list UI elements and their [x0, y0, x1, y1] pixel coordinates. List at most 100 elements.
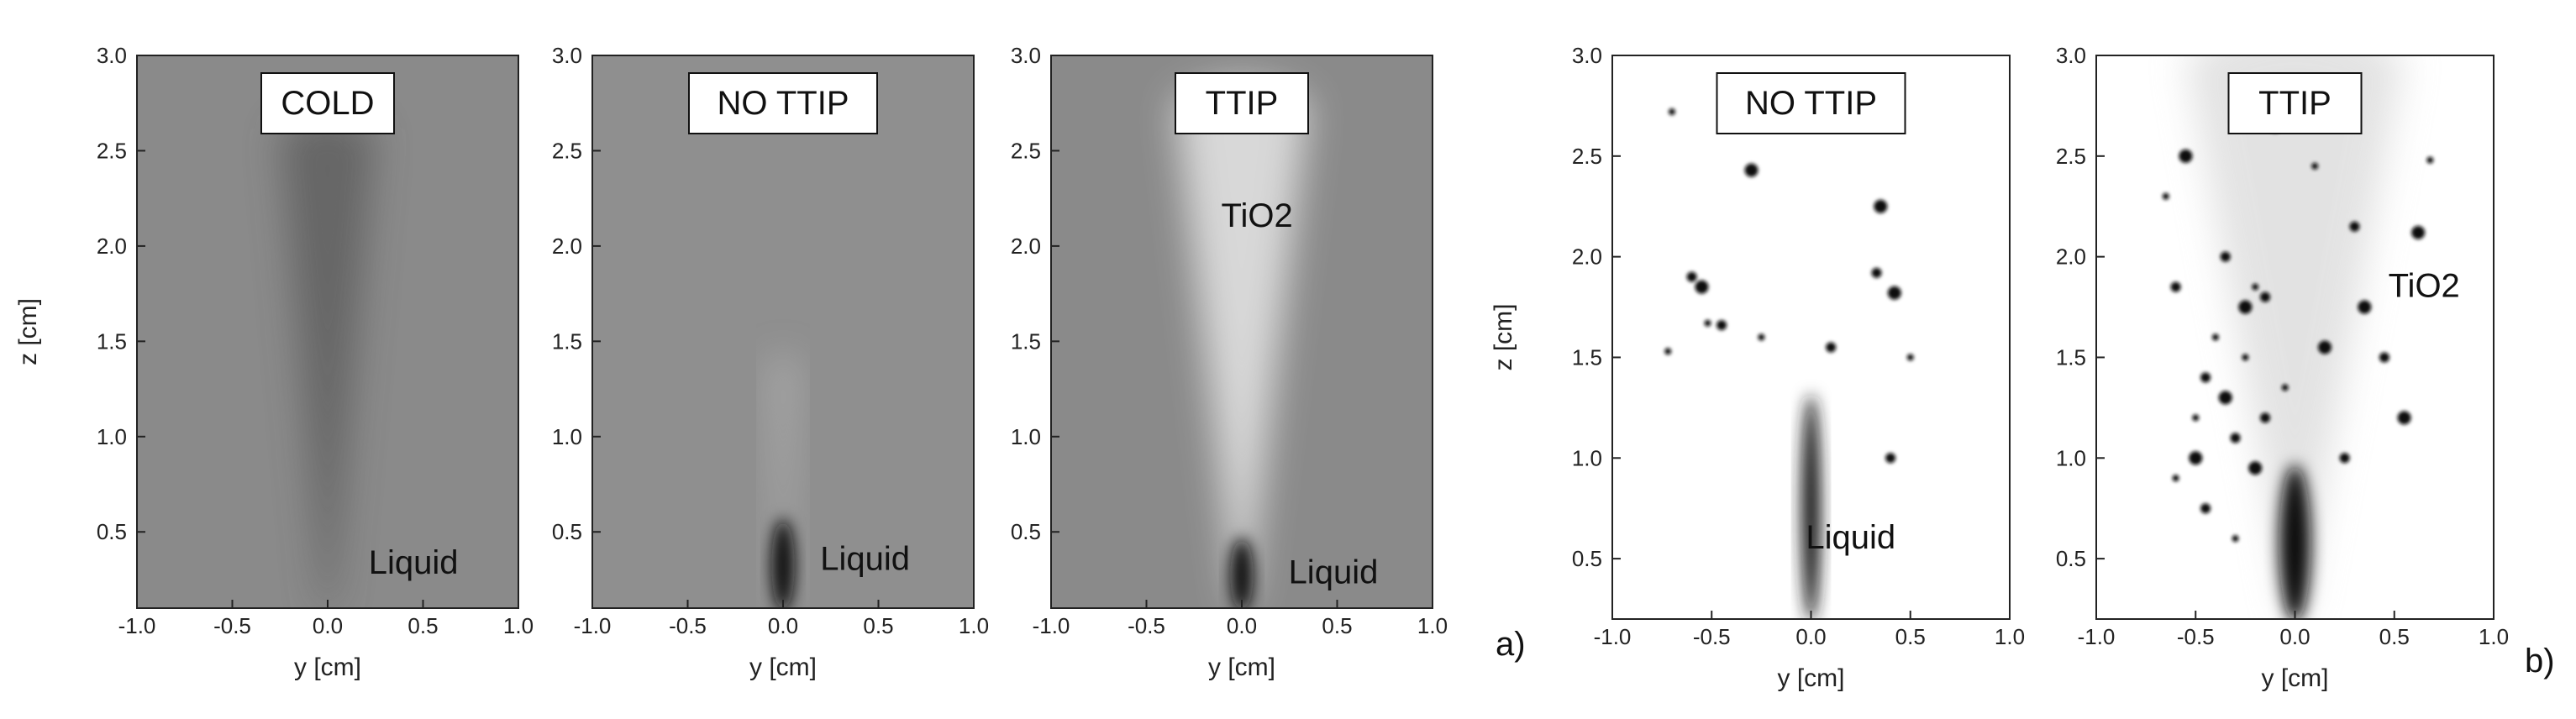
x-tick-label: -1.0: [1033, 613, 1070, 638]
liquid-core: [2279, 464, 2311, 619]
y-tick-label: 2.0: [1011, 234, 1041, 259]
y-tick-label: 2.5: [2056, 144, 2086, 169]
droplet-point: [2179, 149, 2193, 163]
y-tick-label: 2.5: [1572, 144, 1602, 169]
droplet-point: [1695, 280, 1709, 294]
droplet-point: [1826, 342, 1837, 353]
liquid-core: [1801, 394, 1822, 619]
y-tick-label: 1.5: [97, 328, 127, 354]
droplet-point: [1686, 271, 1697, 282]
droplet-point: [2238, 300, 2253, 314]
annotation-label: TiO2: [2389, 268, 2460, 305]
x-tick-label: 1.0: [2479, 624, 2509, 649]
y-tick-label: 2.0: [1572, 244, 1602, 270]
x-tick-label: -1.0: [2078, 624, 2116, 649]
plot-area: [1612, 55, 2010, 619]
x-tick-label: 1.0: [959, 613, 989, 638]
plume-shape: [1175, 82, 1309, 608]
x-tick-label: 0.5: [2379, 624, 2410, 649]
x-tick-label: 0.0: [768, 613, 798, 638]
panel-title: NO TTIP: [1745, 85, 1877, 122]
droplet-point: [2358, 300, 2372, 314]
plume-shape: [280, 117, 376, 608]
droplet-point: [1758, 333, 1765, 341]
y-tick-label: 3.0: [1572, 43, 1602, 68]
x-tick-label: 0.5: [1322, 613, 1352, 638]
y-tick-label: 1.5: [1572, 344, 1602, 370]
group-label-b: b): [2525, 643, 2555, 680]
y-tick-label: 2.0: [552, 234, 582, 259]
droplet-point: [2230, 433, 2241, 443]
droplet-point: [2252, 283, 2259, 291]
x-tick-label: 1.0: [1417, 613, 1448, 638]
droplet-point: [1887, 286, 1901, 300]
x-tick-label: 0.5: [407, 613, 438, 638]
annotation-label: Liquid: [1806, 519, 1895, 556]
x-axis-label: y [cm]: [749, 653, 817, 681]
x-tick-label: 0.5: [863, 613, 893, 638]
y-tick-label: 1.0: [552, 424, 582, 449]
y-tick-label: 2.0: [97, 234, 127, 259]
y-axis-label: z [cm]: [1490, 304, 1517, 371]
annotation-label: TiO2: [1222, 197, 1293, 234]
x-tick-label: 0.5: [1895, 624, 1926, 649]
droplet-point: [2260, 412, 2271, 423]
droplet-point: [1744, 163, 1759, 177]
droplet-point: [2189, 451, 2203, 465]
x-tick-label: 0.0: [313, 613, 343, 638]
droplet-point: [2218, 391, 2232, 405]
panel-title: NO TTIP: [717, 85, 849, 122]
droplet-point: [2220, 251, 2231, 262]
droplet-point: [2317, 340, 2332, 354]
y-tick-label: 0.5: [2056, 546, 2086, 571]
chart-panel-3: -1.0 -0.5 0.0 0.5 1.0 0.5 1.0 1.5 2.0 2.5 3.0 y [cm…: [1011, 43, 1448, 681]
liquid-core: [1230, 538, 1254, 608]
plume-shape: [2185, 55, 2405, 619]
y-tick-label: 0.5: [1011, 519, 1041, 544]
x-tick-label: -0.5: [213, 613, 251, 638]
droplet-point: [2192, 414, 2200, 422]
droplet-point: [2170, 281, 2181, 292]
droplet-point: [1874, 199, 1888, 213]
droplet-point: [1668, 108, 1675, 116]
y-tick-label: 2.5: [1011, 138, 1041, 163]
droplet-point: [2411, 225, 2426, 239]
liquid-core: [771, 518, 795, 608]
y-tick-label: 1.5: [2056, 344, 2086, 370]
chart-panel-4: -1.0 -0.5 0.0 0.5 1.0 0.5 1.0 1.5 2.0 2.5 3.0 y [cm…: [1490, 43, 2025, 692]
plot-area: [592, 55, 974, 608]
x-tick-label: -1.0: [1594, 624, 1632, 649]
x-tick-label: 0.0: [1795, 624, 1826, 649]
annotation-label: Liquid: [1289, 554, 1379, 591]
group-label-a: a): [1496, 626, 1526, 663]
y-tick-label: 0.5: [1572, 546, 1602, 571]
y-tick-label: 3.0: [552, 43, 582, 68]
droplet-point: [1664, 348, 1672, 355]
droplet-point: [1906, 354, 1914, 361]
droplet-point: [2200, 503, 2211, 514]
x-tick-label: -0.5: [1693, 624, 1731, 649]
droplet-point: [2339, 453, 2350, 464]
panels-layer: -1.0 -0.5 0.0 0.5 1.0 0.5 1.0 1.5 2.0 2.5 3.0 y [cm…: [14, 43, 2509, 692]
panel-title-box: [688, 72, 878, 134]
droplet-point: [2311, 162, 2319, 170]
chart-panel-1: -1.0 -0.5 0.0 0.5 1.0 0.5 1.0 1.5 2.0 2.5 3.0 y [cm…: [14, 43, 534, 681]
chart-panel-2: -1.0 -0.5 0.0 0.5 1.0 0.5 1.0 1.5 2.0 2.5 3.0 y [cm…: [552, 43, 989, 681]
y-tick-label: 1.5: [1011, 328, 1041, 354]
x-tick-label: -1.0: [118, 613, 156, 638]
x-tick-label: 0.0: [1227, 613, 1257, 638]
droplet-point: [2397, 411, 2411, 425]
droplet-point: [2349, 221, 2360, 232]
x-axis-label: y [cm]: [2262, 664, 2329, 692]
x-tick-label: -0.5: [2177, 624, 2215, 649]
y-tick-label: 1.0: [97, 424, 127, 449]
droplet-point: [2426, 156, 2434, 164]
droplet-point: [2281, 384, 2289, 391]
x-tick-label: 1.0: [503, 613, 534, 638]
droplet-point: [1871, 267, 1882, 278]
annotation-label: Liquid: [820, 541, 910, 578]
panel-title-box: [1175, 72, 1309, 134]
y-tick-label: 1.5: [552, 328, 582, 354]
plot-area: [1051, 55, 1433, 608]
